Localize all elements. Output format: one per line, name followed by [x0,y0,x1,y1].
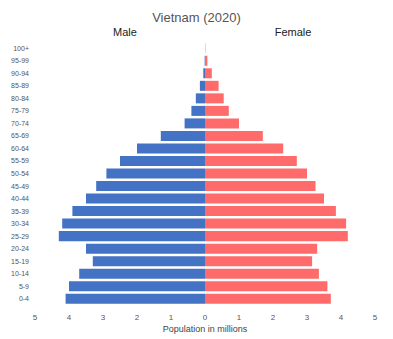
svg-text:4: 4 [339,313,344,322]
svg-text:0: 0 [203,313,208,322]
svg-text:80-84: 80-84 [11,95,29,102]
svg-text:35-39: 35-39 [11,208,29,215]
svg-text:20-24: 20-24 [11,245,29,252]
svg-text:55-59: 55-59 [11,157,29,164]
svg-text:30-34: 30-34 [11,220,29,227]
svg-text:Vietnam (2020): Vietnam (2020) [152,10,241,25]
svg-text:65-69: 65-69 [11,132,29,139]
svg-text:90-94: 90-94 [11,70,29,77]
svg-text:3: 3 [101,313,106,322]
svg-text:75-79: 75-79 [11,107,29,114]
svg-text:1: 1 [237,313,242,322]
svg-text:2: 2 [271,313,276,322]
svg-text:50-54: 50-54 [11,170,29,177]
svg-text:5: 5 [33,313,38,322]
svg-text:25-29: 25-29 [11,233,29,240]
svg-text:Population in millions: Population in millions [163,324,248,334]
svg-text:95-99: 95-99 [11,57,29,64]
svg-text:5: 5 [373,313,378,322]
svg-text:85-89: 85-89 [11,82,29,89]
svg-text:40-44: 40-44 [11,195,29,202]
svg-text:0-4: 0-4 [19,295,29,302]
svg-text:Male: Male [113,26,137,38]
svg-text:70-74: 70-74 [11,120,29,127]
svg-text:4: 4 [67,313,72,322]
svg-text:Female: Female [275,26,312,38]
svg-text:60-64: 60-64 [11,145,29,152]
svg-text:3: 3 [305,313,310,322]
svg-text:15-19: 15-19 [11,258,29,265]
svg-text:5-9: 5-9 [19,283,29,290]
svg-text:100+: 100+ [13,45,29,52]
svg-text:45-49: 45-49 [11,183,29,190]
svg-text:1: 1 [169,313,174,322]
svg-text:2: 2 [135,313,140,322]
svg-text:10-14: 10-14 [11,270,29,277]
